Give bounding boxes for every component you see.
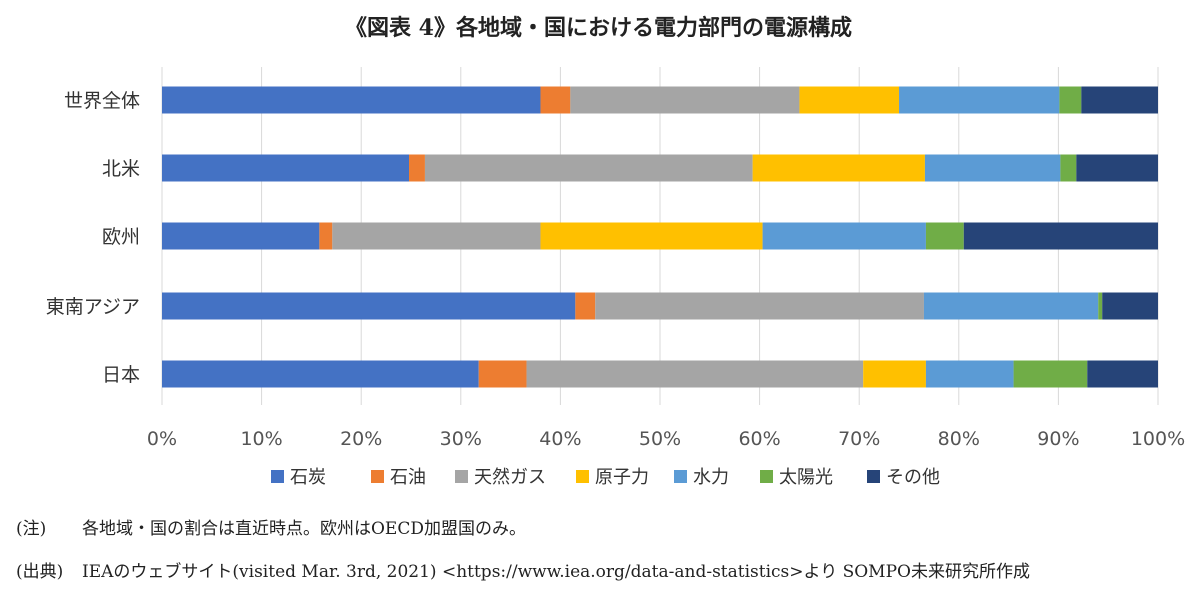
source-text: IEAのウェブサイト(visited Mar. 3rd, 2021) <http… (82, 562, 1030, 582)
bar-segment (409, 154, 425, 182)
bar-segment (1098, 292, 1103, 320)
bar-segment (540, 86, 571, 114)
legend-label: 石油 (390, 467, 426, 488)
bar-segment (863, 360, 926, 388)
legend-label: 原子力 (595, 467, 649, 488)
category-label: 日本 (102, 364, 140, 386)
bar-segment (925, 360, 1014, 388)
legend-swatch (371, 470, 384, 483)
x-tick-label: 80% (938, 428, 980, 450)
legend-swatch (455, 470, 468, 483)
bar-segment (526, 360, 864, 388)
bar-segment (595, 292, 924, 320)
bar-segment (162, 154, 410, 182)
legend-label: 天然ガス (474, 467, 546, 488)
bar-segment (424, 154, 753, 182)
bar-segment (570, 86, 800, 114)
bar-segment (540, 222, 763, 250)
bar-segment (1059, 86, 1082, 114)
x-tick-label: 90% (1037, 428, 1079, 450)
x-tick-label: 0% (147, 428, 177, 450)
category-label: 世界全体 (64, 90, 140, 112)
source-tag: (出典) (16, 562, 64, 582)
bar-segment (478, 360, 527, 388)
bar-segment (1060, 154, 1077, 182)
bar-segment (1102, 292, 1158, 320)
footnote: (注) 各地域・国の割合は直近時点。欧州はOECD加盟国のみ。 (16, 514, 526, 539)
bar-segment (1076, 154, 1158, 182)
bar-segment (1081, 86, 1158, 114)
legend-label: 石炭 (290, 467, 326, 488)
chart-title: 《図表 4》各地域・国における電力部門の電源構成 (345, 15, 852, 41)
x-tick-label: 70% (838, 428, 880, 450)
x-tick-label: 20% (340, 428, 382, 450)
bar-segment (752, 154, 925, 182)
x-tick-label: 50% (639, 428, 681, 450)
bar-segment (925, 222, 964, 250)
bar-segment (162, 222, 320, 250)
legend-swatch (760, 470, 773, 483)
bar-segment (1013, 360, 1088, 388)
category-label: 欧州 (102, 226, 140, 248)
legend-label: 水力 (693, 467, 729, 488)
x-tick-label: 100% (1131, 428, 1185, 450)
bar-segment (923, 292, 1099, 320)
legend-swatch (576, 470, 589, 483)
footnote-tag: (注) (16, 519, 47, 539)
category-label: 北米 (102, 158, 140, 180)
legend-swatch (271, 470, 284, 483)
x-tick-label: 40% (539, 428, 581, 450)
bar-segment (332, 222, 541, 250)
legend: 石炭 石油 天然ガス 原子力 水力 太陽光 その他 (271, 467, 940, 488)
bar-segment (762, 222, 926, 250)
bar-segment (1087, 360, 1158, 388)
legend-swatch (867, 470, 880, 483)
legend-label: 太陽光 (779, 467, 833, 488)
source-note: (出典) IEAのウェブサイト(visited Mar. 3rd, 2021) <… (16, 557, 1030, 582)
bar-segment (319, 222, 333, 250)
bar-segment (963, 222, 1158, 250)
bar-segment (162, 86, 541, 114)
legend-label: その他 (886, 467, 940, 488)
category-label: 東南アジア (46, 296, 140, 318)
bar-segment (162, 360, 479, 388)
x-tick-labels: 0% 10% 20% 30% 40% 50% 60% 70% 80% 90% 100% (147, 428, 1185, 450)
bar-segment (162, 292, 576, 320)
x-tick-label: 60% (738, 428, 780, 450)
x-tick-label: 10% (240, 428, 282, 450)
bar-segment (799, 86, 900, 114)
bar-segment (899, 86, 1060, 114)
x-tick-label: 30% (440, 428, 482, 450)
legend-swatch (674, 470, 687, 483)
bar-segment (924, 154, 1061, 182)
footnote-text: 各地域・国の割合は直近時点。欧州はOECD加盟国のみ。 (82, 519, 526, 539)
bar-segment (575, 292, 596, 320)
bar-segments (162, 86, 1158, 388)
